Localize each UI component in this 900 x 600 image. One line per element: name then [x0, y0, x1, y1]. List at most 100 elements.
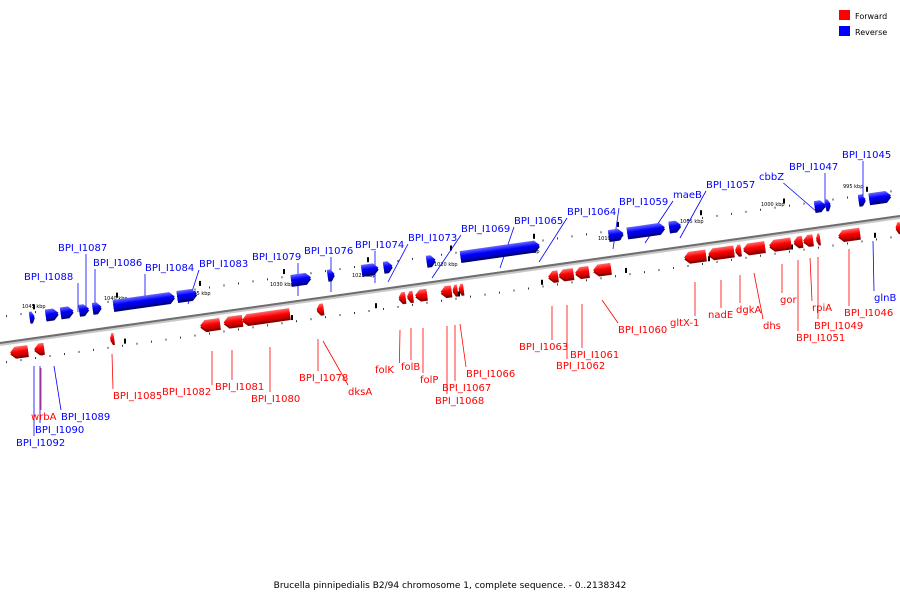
gene-label[interactable]: BPI_I1062 [556, 361, 605, 372]
gene-label[interactable]: BPI_I1085 [113, 391, 162, 402]
forward-gene[interactable] [242, 308, 291, 327]
reverse-gene[interactable] [360, 263, 380, 277]
forward-gene[interactable] [414, 288, 428, 303]
forward-gene[interactable] [815, 233, 821, 246]
gene-label[interactable]: BPI_I1047 [789, 162, 838, 173]
gene-label[interactable]: BPI_I1080 [251, 394, 300, 405]
gene-label[interactable]: BPI_I1059 [619, 197, 668, 208]
forward-gene[interactable] [707, 245, 735, 261]
reverse-gene[interactable] [290, 272, 312, 287]
reverse-gene[interactable] [857, 194, 867, 207]
forward-gene[interactable] [398, 291, 407, 305]
forward-gene[interactable] [316, 303, 325, 316]
gene-label[interactable]: BPI_I1051 [796, 333, 845, 344]
gene-label[interactable]: BPI_I1086 [93, 258, 142, 269]
gene-label[interactable]: folK [375, 365, 394, 376]
reverse-gene[interactable] [112, 291, 176, 312]
reverse-gene[interactable] [668, 220, 682, 234]
gene-label[interactable]: BPI_I1084 [145, 263, 194, 274]
gene-label[interactable]: dgkA [736, 305, 761, 316]
gene-label[interactable]: BPI_I1063 [519, 342, 568, 353]
gene-label[interactable]: BPI_I1074 [355, 240, 404, 251]
reverse-gene[interactable] [59, 306, 75, 320]
reverse-gene[interactable] [28, 311, 36, 324]
gene-label[interactable]: BPI_I1057 [706, 180, 755, 191]
forward-gene[interactable] [683, 249, 707, 264]
gene-label[interactable]: gor [780, 295, 797, 306]
scale-tick-upper [700, 210, 702, 216]
gene-label[interactable]: dhs [763, 321, 781, 332]
forward-gene[interactable] [895, 221, 900, 235]
gene-label[interactable]: BPI_I1064 [567, 207, 616, 218]
tick-dot [586, 279, 587, 282]
gene-label[interactable]: BPI_I1089 [61, 412, 110, 423]
gene-label[interactable]: BPI_I1082 [162, 387, 211, 398]
reverse-gene[interactable] [813, 200, 827, 213]
gene-label[interactable]: BPI_I1087 [58, 243, 107, 254]
gene-label[interactable]: glnB [874, 293, 896, 304]
gene-label[interactable]: maeB [673, 190, 702, 201]
forward-gene[interactable] [440, 285, 453, 299]
forward-gene[interactable] [547, 270, 559, 283]
gene-arrow [316, 303, 325, 314]
reverse-gene[interactable] [176, 288, 198, 303]
gene-label[interactable]: BPI_I1060 [618, 325, 667, 336]
gene-label[interactable]: BPI_I1069 [461, 224, 510, 235]
forward-gene[interactable] [223, 314, 244, 330]
gene-label[interactable]: BPI_I1076 [304, 246, 353, 257]
gene-label[interactable]: gltX-1 [670, 318, 699, 329]
forward-gene[interactable] [802, 234, 814, 247]
gene-label[interactable]: BPI_I1081 [215, 382, 264, 393]
reverse-gene[interactable] [382, 261, 394, 274]
gene-label[interactable]: wrbA [31, 412, 57, 423]
scale-tick-upper [450, 245, 452, 251]
reverse-gene[interactable] [91, 302, 103, 315]
forward-gene[interactable] [592, 262, 612, 277]
gene-label[interactable]: folP [420, 375, 438, 386]
gene-label[interactable]: BPI_I1088 [24, 272, 73, 283]
forward-gene[interactable] [558, 268, 575, 282]
forward-gene[interactable] [837, 227, 861, 243]
forward-gene[interactable] [768, 237, 792, 252]
forward-gene[interactable] [109, 332, 115, 346]
forward-gene[interactable] [199, 318, 221, 333]
reverse-gene[interactable] [459, 240, 541, 263]
gene-label[interactable]: BPI_I1092 [16, 438, 65, 449]
forward-gene[interactable] [734, 244, 742, 257]
gene-label[interactable]: BPI_I1068 [435, 396, 484, 407]
gene-label[interactable]: BPI_I1045 [842, 150, 891, 161]
reverse-gene[interactable] [868, 190, 892, 206]
gene-label[interactable]: nadE [708, 310, 733, 321]
gene-label[interactable]: dksA [348, 387, 372, 398]
gene-label[interactable]: BPI_I1079 [252, 252, 301, 263]
gene-label[interactable]: BPI_I1046 [844, 308, 893, 319]
gene-label[interactable]: BPI_I1078 [299, 373, 348, 384]
forward-gene[interactable] [793, 235, 804, 249]
reverse-gene[interactable] [824, 199, 832, 212]
gene-label[interactable]: cbbZ [759, 172, 784, 183]
gene-label[interactable]: BPI_I1066 [466, 369, 515, 380]
gene-label[interactable]: BPI_I1049 [814, 321, 863, 332]
reverse-gene[interactable] [44, 308, 60, 322]
gene-label[interactable]: BPI_I1083 [199, 259, 248, 270]
reverse-gene[interactable] [626, 222, 666, 240]
forward-gene[interactable] [33, 342, 45, 356]
leader-line [783, 182, 818, 213]
forward-gene[interactable] [452, 284, 459, 297]
forward-gene[interactable] [406, 290, 414, 304]
forward-gene[interactable] [9, 345, 29, 359]
gene-label[interactable]: BPI_I1067 [442, 383, 491, 394]
gene-label[interactable]: folB [401, 362, 420, 373]
gene-label[interactable]: BPI_I1073 [408, 233, 457, 244]
forward-gene[interactable] [574, 265, 590, 280]
reverse-gene[interactable] [607, 228, 625, 243]
reverse-gene[interactable] [425, 255, 437, 268]
gene-label[interactable]: BPI_I1061 [570, 350, 619, 361]
reverse-gene[interactable] [326, 269, 336, 282]
reverse-gene[interactable] [78, 303, 90, 317]
gene-label[interactable]: BPI_I1065 [514, 216, 563, 227]
gene-label[interactable]: rpiA [812, 303, 832, 314]
gene-label[interactable]: BPI_I1090 [35, 425, 84, 436]
forward-gene[interactable] [742, 241, 766, 256]
forward-gene[interactable] [458, 283, 465, 297]
